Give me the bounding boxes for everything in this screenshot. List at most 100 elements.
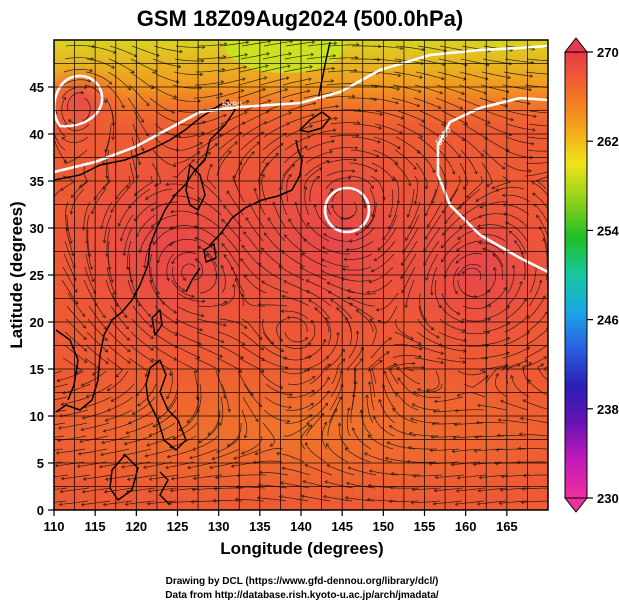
- streamline: [480, 84, 509, 93]
- streamline-arrowhead: [80, 90, 85, 95]
- streamline: [505, 298, 527, 320]
- streamline-arrowhead: [93, 196, 98, 201]
- streamline: [171, 474, 201, 480]
- streamline: [305, 320, 316, 346]
- streamline-arrowhead: [511, 264, 516, 269]
- streamline: [151, 71, 179, 83]
- streamline-arrowhead: [434, 475, 439, 480]
- streamline-arrowhead: [251, 151, 255, 155]
- streamline-arrowhead: [457, 236, 461, 240]
- streamline-arrowhead: [223, 205, 227, 209]
- streamline: [67, 292, 85, 317]
- streamline: [174, 331, 202, 345]
- streamline-arrowhead: [519, 416, 524, 421]
- streamline-arrowhead: [413, 166, 417, 170]
- streamline-arrowhead: [416, 150, 421, 154]
- streamline-arrowhead: [61, 136, 66, 141]
- streamline-arrowhead: [540, 363, 545, 367]
- streamline-arrowhead: [494, 461, 499, 466]
- streamline: [442, 214, 464, 236]
- streamline: [129, 344, 154, 363]
- streamline: [481, 337, 510, 346]
- colorbar: 270 262 254 246 238 230: [563, 37, 619, 513]
- streamline: [89, 292, 106, 318]
- streamline-arrowhead: [223, 113, 227, 118]
- streamline-arrowhead: [190, 499, 195, 504]
- streamline: [59, 500, 89, 505]
- streamline-arrowhead: [452, 436, 457, 440]
- streamline: [479, 97, 508, 107]
- streamline: [84, 266, 96, 294]
- streamline-arrowhead: [34, 450, 37, 453]
- streamline-arrowhead: [473, 449, 478, 453]
- streamline-arrowhead: [126, 185, 131, 189]
- streamline: [314, 204, 331, 229]
- streamline: [260, 357, 288, 369]
- streamline: [543, 366, 548, 372]
- streamline-arrowhead: [246, 100, 250, 104]
- streamline: [86, 331, 109, 353]
- streamline-arrowhead: [330, 79, 335, 83]
- streamline-arrowhead: [221, 219, 225, 223]
- streamline-arrowhead: [304, 145, 308, 150]
- streamline: [522, 487, 548, 490]
- streamline: [327, 282, 355, 294]
- streamline: [169, 225, 199, 229]
- streamline-arrowhead: [230, 464, 235, 468]
- streamline: [130, 58, 157, 73]
- streamline-arrowhead: [255, 418, 259, 423]
- streamline: [154, 305, 178, 325]
- streamline: [326, 443, 349, 463]
- streamline-arrowhead: [411, 487, 415, 492]
- streamline: [196, 68, 225, 73]
- streamline-arrowhead: [261, 173, 265, 178]
- streamline: [82, 487, 112, 493]
- streamline-arrowhead: [279, 143, 284, 147]
- x-axis-label: Longitude (degrees): [220, 539, 383, 558]
- streamline: [84, 396, 112, 408]
- streamline-arrowhead: [346, 407, 351, 411]
- streamline: [340, 201, 357, 220]
- streamline-arrowhead: [170, 476, 175, 481]
- streamline: [259, 88, 288, 99]
- streamline-arrowhead: [107, 407, 111, 412]
- streamline: [444, 253, 461, 278]
- streamline: [283, 343, 312, 350]
- streamline: [407, 461, 437, 463]
- streamline: [405, 279, 415, 308]
- streamline-arrowhead: [62, 390, 66, 395]
- streamline-arrowhead: [87, 78, 92, 83]
- streamline-arrowhead: [196, 409, 201, 413]
- streamline-arrowhead: [224, 102, 229, 107]
- streamline-arrowhead: [336, 331, 340, 336]
- streamline-arrowhead: [111, 65, 115, 69]
- streamline-arrowhead: [110, 398, 115, 402]
- streamline-arrowhead: [369, 318, 373, 322]
- streamline-arrowhead: [508, 230, 513, 235]
- streamline-arrowhead: [437, 105, 442, 109]
- streamline: [456, 487, 486, 492]
- streamline: [431, 175, 440, 204]
- streamline: [153, 227, 177, 245]
- streamline: [372, 58, 402, 63]
- streamline: [365, 201, 377, 229]
- streamline-arrowhead: [347, 289, 351, 293]
- streamline-arrowhead: [430, 326, 435, 331]
- streamline-arrowhead: [303, 186, 308, 190]
- streamline: [131, 136, 141, 165]
- streamline-arrowhead: [378, 360, 383, 364]
- streamline: [430, 448, 460, 451]
- streamline-arrowhead: [451, 171, 456, 175]
- streamline-arrowhead: [276, 451, 280, 456]
- streamline: [374, 123, 403, 134]
- streamline: [519, 433, 548, 437]
- streamline: [88, 305, 107, 330]
- streamline-arrowhead: [412, 474, 416, 478]
- streamline-arrowhead: [221, 67, 226, 72]
- streamline-arrowhead: [79, 439, 83, 444]
- streamline: [308, 377, 330, 398]
- streamline: [169, 500, 199, 504]
- streamline: [417, 136, 440, 157]
- streamline-arrowhead: [399, 46, 404, 50]
- streamline: [503, 331, 530, 346]
